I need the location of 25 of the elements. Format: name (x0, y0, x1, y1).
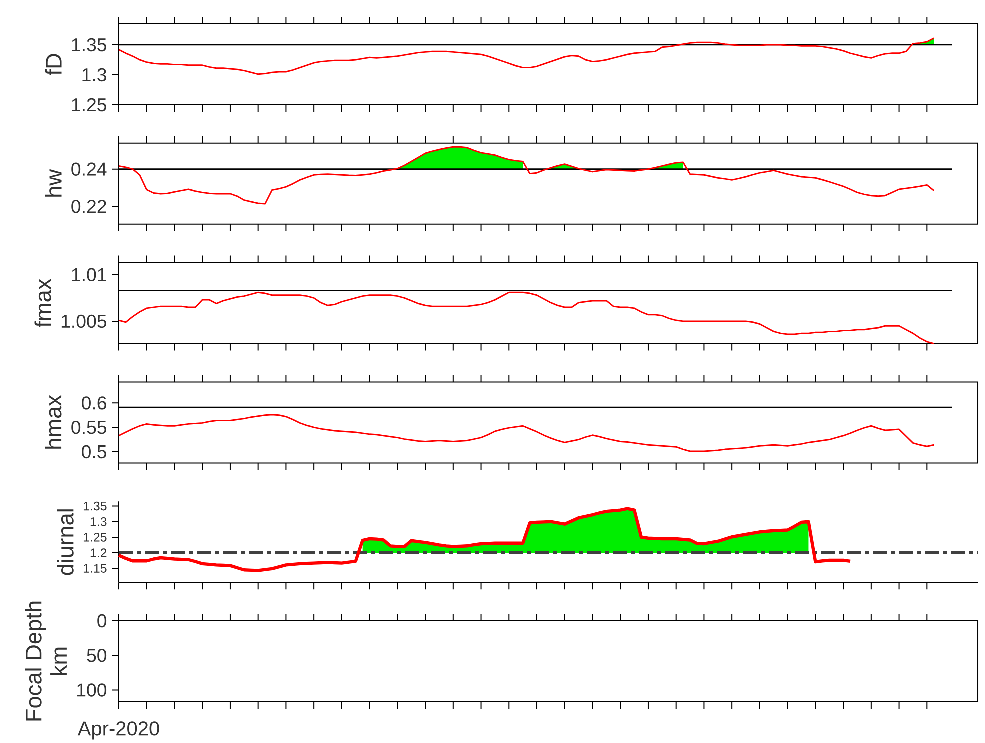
text: Apr-2020 (78, 722, 160, 740)
y-tick-label: 1.2 (90, 548, 107, 558)
y-tick-label: 1.25 (84, 533, 107, 542)
y-axis-title: fD (45, 54, 62, 76)
y-axis-title: hw (45, 169, 62, 197)
y-tick-label: 1.35 (84, 502, 107, 511)
y-tick-label: 0.24 (72, 162, 107, 176)
y-tick-label: 50 (87, 649, 107, 662)
y-tick-label: 1.3 (90, 517, 107, 526)
y-tick-label: 0 (98, 614, 107, 628)
y-axis-title: diurnal (57, 510, 74, 576)
y-tick-label: 1.15 (84, 564, 107, 573)
y-tick-label: 0.5 (82, 445, 107, 459)
y-axis-title: fmax (34, 278, 52, 328)
y-tick-label: 0.6 (82, 396, 106, 410)
y-tick-label: 1.35 (72, 38, 107, 52)
y-tick-label: 1.005 (62, 314, 107, 328)
y-tick-label: 0.55 (72, 420, 107, 434)
y-axis-title: Focal Depth km (25, 602, 67, 721)
y-tick-label: 100 (78, 684, 107, 697)
y-tick-label: 1.25 (72, 98, 107, 112)
y-tick-label: 1.01 (72, 268, 106, 282)
y-axis-title: hmax (45, 395, 62, 449)
y-tick-label: 0.22 (72, 200, 106, 214)
y-tick-label: 1.3 (82, 68, 106, 82)
